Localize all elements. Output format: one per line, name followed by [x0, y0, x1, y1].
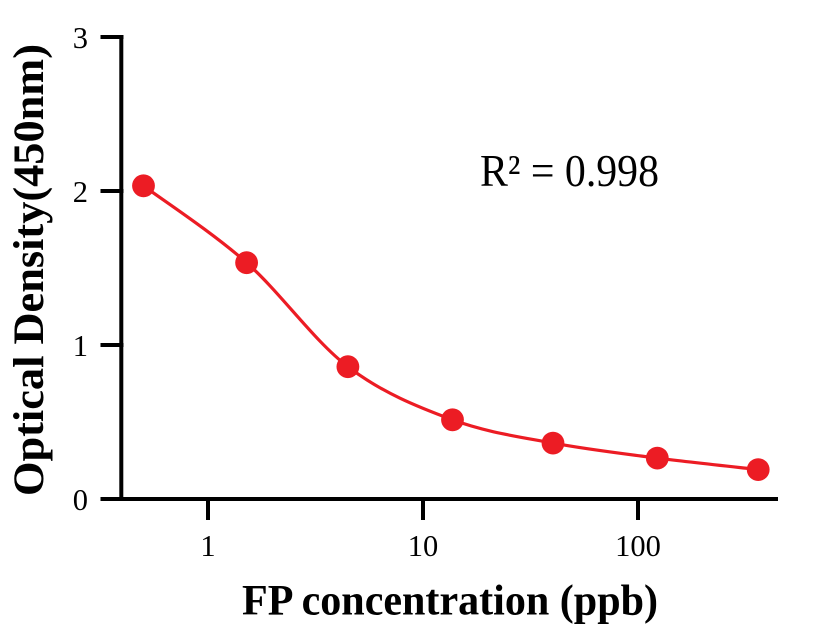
svg-text:0: 0	[73, 483, 88, 517]
svg-text:100: 100	[615, 529, 661, 563]
svg-text:R² = 0.998: R² = 0.998	[480, 145, 659, 196]
svg-text:Optical Density(450nm): Optical Density(450nm)	[5, 44, 53, 496]
svg-text:2: 2	[73, 175, 88, 209]
svg-text:FP concentration (ppb): FP concentration (ppb)	[242, 578, 658, 625]
svg-text:1: 1	[73, 329, 88, 363]
svg-text:1: 1	[200, 529, 215, 563]
svg-text:10: 10	[408, 529, 439, 563]
svg-text:3: 3	[73, 21, 88, 55]
